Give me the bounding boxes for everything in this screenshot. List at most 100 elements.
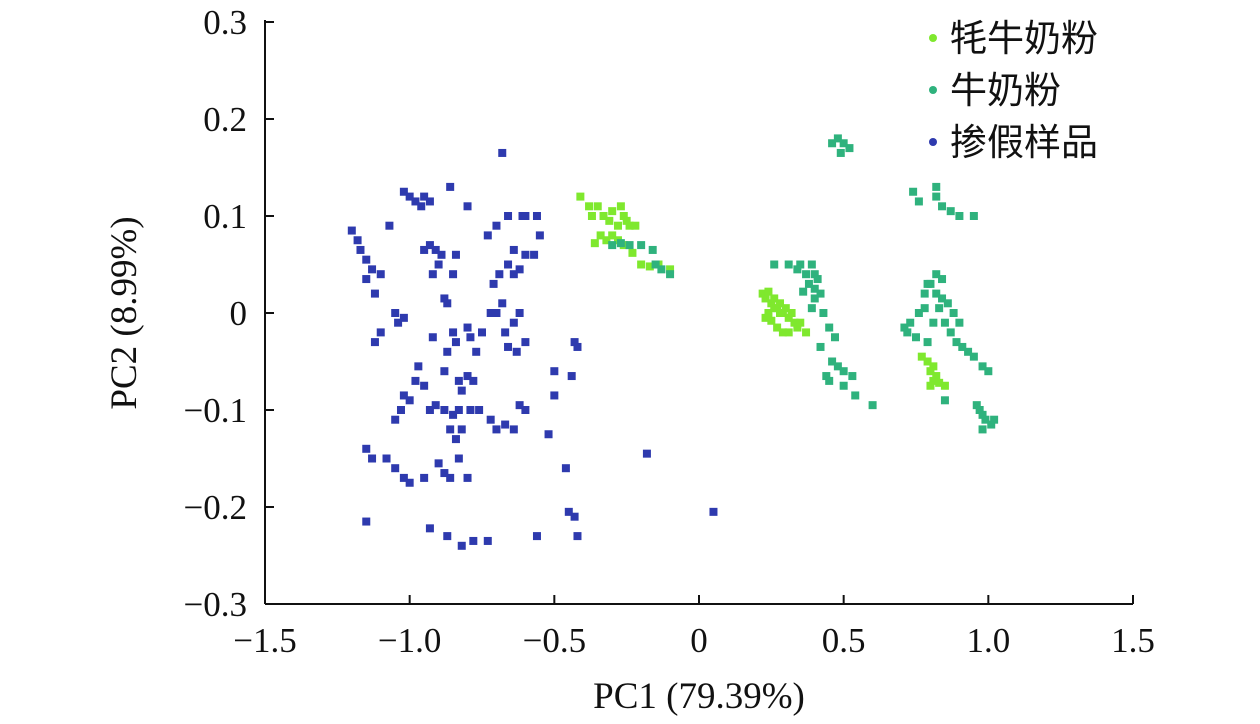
data-point [399,313,408,322]
data-point [645,262,654,271]
x-tick-label: −0.5 [523,621,587,660]
data-point [521,338,530,347]
data-point [376,328,385,337]
data-point [454,406,463,414]
data-point [816,342,825,351]
data-point [457,541,466,550]
data-point [356,245,365,254]
data-point [914,309,923,317]
data-point [368,265,377,274]
x-tick-label: −1.0 [378,621,442,660]
data-point [587,212,596,220]
data-point [613,221,622,230]
data-point [370,289,379,298]
data-point [382,454,391,463]
data-point [767,299,776,308]
data-point [625,221,634,230]
data-point [770,294,779,303]
data-point [940,381,949,390]
data-point [912,333,920,342]
data-point [420,245,429,254]
data-point [781,304,790,313]
data-point [446,425,455,434]
data-point [923,279,932,288]
series-2 [608,134,999,434]
data-point [446,473,455,482]
data-point [972,401,981,410]
data-point [362,275,371,284]
data-point [498,299,507,308]
data-point [431,245,440,254]
data-point [932,372,941,381]
data-point [819,309,828,317]
data-point [851,391,860,400]
data-point [425,406,434,414]
data-point [440,367,449,376]
data-point [969,352,978,361]
data-point [793,323,802,332]
data-point [764,309,773,317]
data-point [940,396,949,405]
data-point [483,536,492,545]
data-point [784,260,793,269]
data-point [978,425,987,434]
data-point [391,464,400,473]
data-point [411,197,420,206]
legend-marker [929,138,937,146]
data-point [463,372,472,381]
data-point [940,318,949,327]
data-point [454,454,463,463]
data-point [585,202,594,211]
data-point [926,381,935,390]
data-point [825,376,834,385]
data-point [405,478,414,487]
y-axis-title: PC2 (8.99%) [104,216,145,409]
data-point [764,287,773,296]
data-point [440,469,449,478]
data-point [376,270,385,279]
data-point [955,318,964,327]
data-point [472,347,481,356]
data-point [509,425,518,434]
data-point [622,216,631,225]
data-point [807,260,816,269]
data-point [767,316,776,325]
data-point [492,221,501,230]
data-point [391,309,400,317]
data-point [802,270,811,279]
data-point [946,207,955,216]
data-point [454,376,463,385]
data-point [816,289,825,298]
data-point [451,435,460,444]
data-point [828,139,837,148]
data-point [428,333,437,342]
data-point [784,313,793,322]
data-point [978,410,987,419]
data-point [469,376,478,385]
data-point [550,391,559,400]
data-point [602,236,611,245]
data-point [362,444,371,453]
data-point [955,212,964,220]
data-point [920,289,929,298]
data-point [385,221,394,230]
legend-marker [929,34,937,42]
data-point [509,245,518,254]
data-point [411,376,420,385]
data-point [544,430,553,439]
data-point [981,415,990,424]
data-point [478,328,486,337]
x-tick-label: 1.0 [966,621,1010,660]
data-point [932,270,941,279]
data-point [567,372,576,381]
data-point [486,415,495,424]
data-point [399,391,408,400]
data-point [929,376,938,385]
data-point [570,512,579,521]
data-point [657,265,666,274]
data-point [828,357,837,366]
data-point [449,270,458,279]
data-point [521,212,530,220]
data-point [451,338,460,347]
data-point [932,289,941,298]
